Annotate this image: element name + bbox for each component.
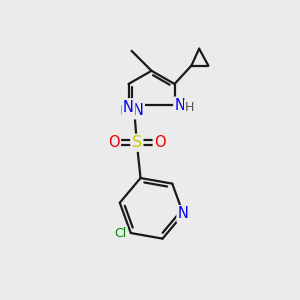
Text: O: O [108,135,120,150]
Text: H: H [185,100,195,113]
Text: N: N [133,103,143,118]
Text: N: N [175,98,185,113]
Text: N: N [123,100,134,115]
Text: N: N [178,206,189,221]
Text: O: O [154,135,166,150]
Text: H: H [120,104,129,117]
Text: Cl: Cl [114,226,126,239]
Text: S: S [132,135,142,150]
